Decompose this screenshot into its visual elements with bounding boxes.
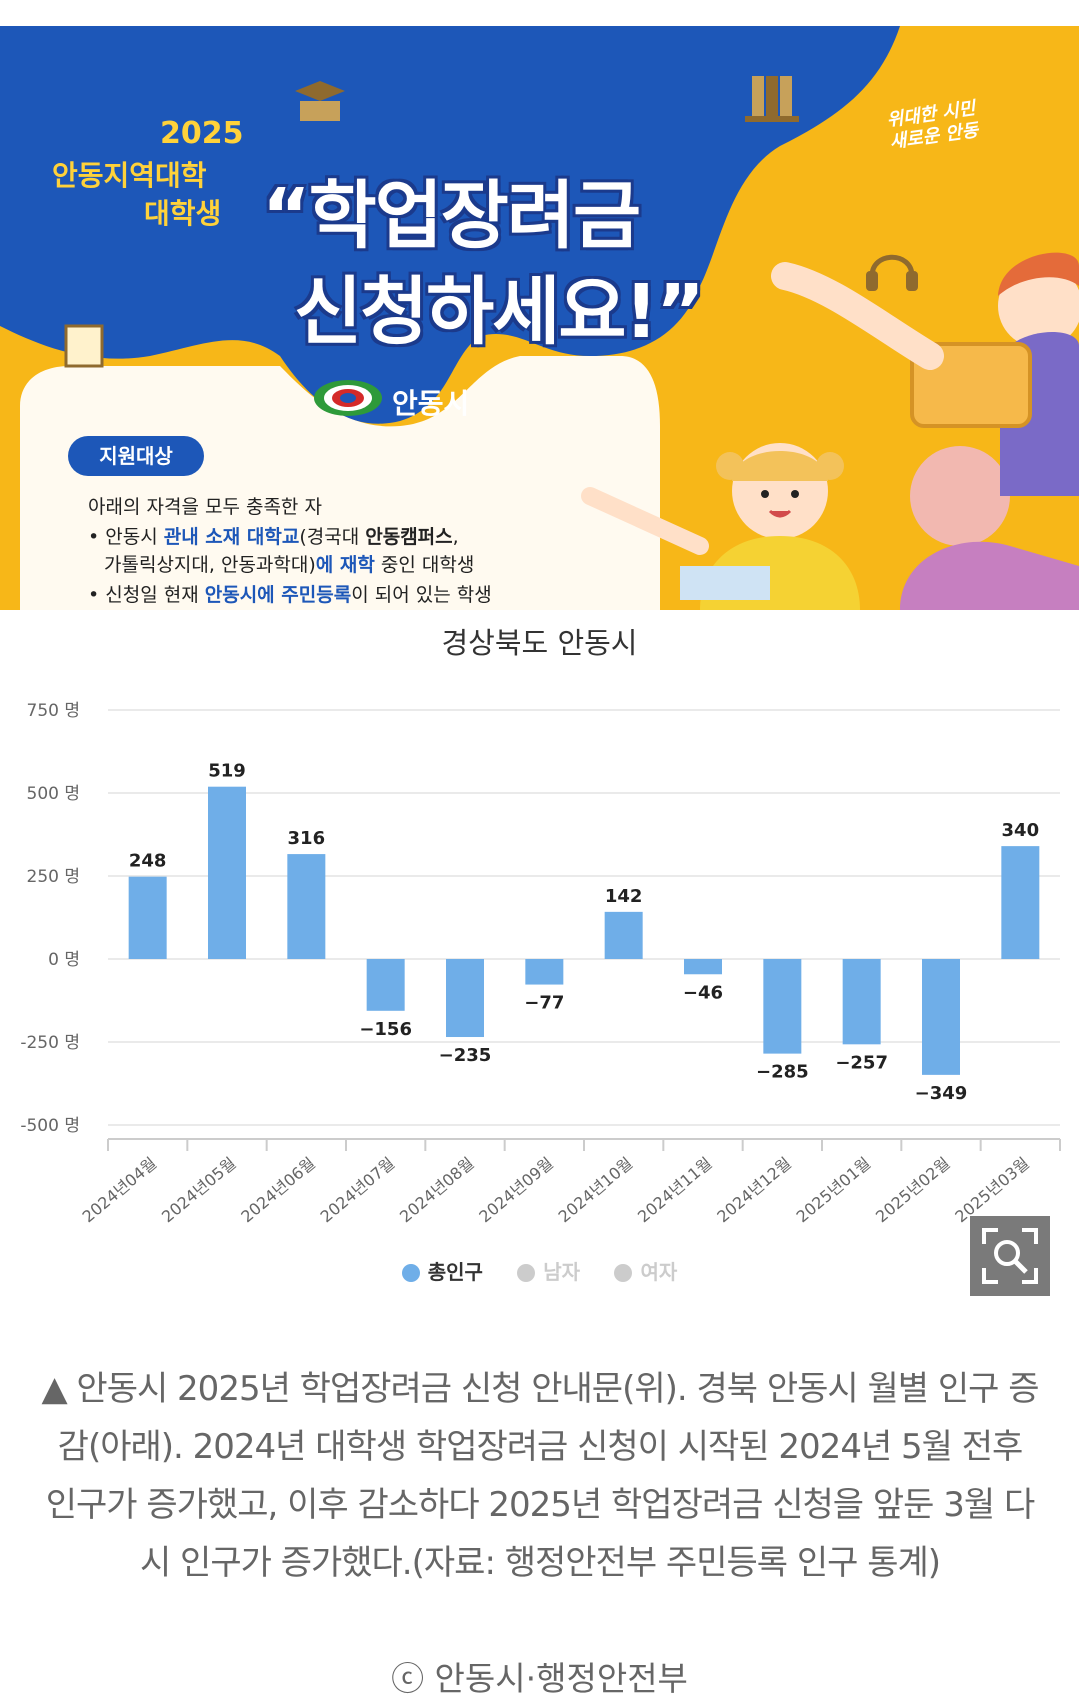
- bar: [763, 959, 802, 1054]
- info-bullet-1: • 안동시 관내 소재 대학교(경국대 안동캠퍼스,: [88, 526, 459, 548]
- bar: [604, 911, 643, 959]
- legend-label-total: 총인구: [427, 1260, 483, 1284]
- bar: [287, 854, 326, 959]
- y-tick-label: -250 명: [20, 1033, 80, 1053]
- data-label: −235: [439, 1045, 492, 1066]
- banner-subtitle-2: 대학생: [144, 197, 222, 230]
- chart-title: 경상북도 안동시: [441, 626, 638, 660]
- banner-headline-2: 신청하세요!”: [294, 269, 705, 355]
- data-label: −257: [835, 1052, 888, 1073]
- population-chart: 경상북도 안동시 750 명 500 명 250 명 0 명 -250 명 -500 명 2…: [0, 610, 1079, 1316]
- chart-plot: 750 명 500 명 250 명 0 명 -250 명 -500 명 248 2024년04…: [20, 701, 1061, 1227]
- poster-banner: 2025 안동지역대학 대학생 “학업장려금 신청하세요!” 위대한 시민 새로…: [0, 26, 1079, 610]
- x-tick-label: 2024년06월: [237, 1154, 319, 1227]
- info-intro: 아래의 자격을 모두 충족한 자: [88, 496, 322, 518]
- x-tick-label: 2024년05월: [158, 1154, 240, 1227]
- bar: [842, 959, 881, 1045]
- banner-background: [0, 26, 1079, 610]
- data-label: −46: [683, 982, 723, 1003]
- y-tick-label: -500 명: [20, 1116, 80, 1136]
- data-label: −77: [524, 993, 564, 1014]
- zoom-search-icon: [982, 1228, 1038, 1284]
- x-tick-label: 2024년12월: [713, 1154, 795, 1227]
- info-bullet-1-cont: 가톨릭상지대, 안동과학대)에 재학 중인 대학생: [104, 554, 475, 576]
- y-tick-label: 750 명: [27, 701, 81, 721]
- zoom-button[interactable]: [970, 1216, 1050, 1296]
- data-label: −156: [359, 1019, 412, 1040]
- legend-label-female: 여자: [640, 1260, 678, 1284]
- x-tick-label: 2024년08월: [396, 1154, 478, 1227]
- bar: [208, 786, 246, 959]
- bar: [366, 959, 405, 1011]
- y-tick-label: 0 명: [48, 950, 80, 970]
- x-tick-label: 2025년01월: [793, 1154, 875, 1227]
- x-tick-label: 2024년11월: [634, 1154, 716, 1227]
- banner-subtitle-1: 안동지역대학: [52, 159, 207, 192]
- andong-logo-icon: [314, 380, 382, 416]
- legend-item-total[interactable]: 총인구: [401, 1256, 483, 1285]
- city-name: 안동시: [392, 387, 470, 420]
- data-label: 519: [208, 761, 246, 782]
- bar: [922, 959, 960, 1075]
- data-label: 248: [129, 851, 167, 872]
- legend-dot-male: [517, 1264, 536, 1282]
- photo-caption: ▲ 안동시 2025년 학업장려금 신청 안내문(위). 경북 안동시 월별 인…: [41, 1369, 1039, 1583]
- data-label: −285: [756, 1062, 809, 1083]
- support-target-badge: 지원대상: [68, 436, 204, 476]
- legend-dot-female: [614, 1264, 633, 1282]
- legend-dot-total: [401, 1264, 420, 1282]
- bar: [128, 876, 167, 959]
- data-label: −349: [915, 1083, 968, 1104]
- x-tick-label: 2024년04월: [79, 1154, 161, 1227]
- notepad-icon: [64, 324, 104, 368]
- photo-credit: ⓒ 안동시·행정안전부: [391, 1659, 688, 1698]
- banner-year: 2025: [160, 116, 244, 151]
- legend-label-male: 남자: [543, 1260, 581, 1284]
- graduation-cap-icon: [295, 81, 345, 121]
- x-tick-label: 2024년10월: [555, 1154, 637, 1227]
- bar: [446, 959, 484, 1038]
- headphones-icon: [866, 254, 918, 291]
- student-illustration: [581, 252, 1079, 610]
- y-tick-label: 500 명: [27, 784, 81, 804]
- data-label: 340: [1002, 820, 1040, 841]
- bar: [525, 959, 564, 985]
- data-label: 142: [605, 886, 643, 907]
- banner-headline-1: “학업장려금: [262, 173, 641, 259]
- info-bullet-2: • 신청일 현재 안동시에 주민등록이 되어 있는 학생: [88, 584, 492, 606]
- x-tick-label: 2024년07월: [317, 1154, 399, 1227]
- y-tick-label: 250 명: [27, 867, 81, 887]
- legend-item-female[interactable]: 여자: [614, 1256, 677, 1285]
- x-tick-label: 2024년09월: [475, 1154, 557, 1227]
- bar: [684, 959, 722, 975]
- x-tick-label: 2025년02월: [872, 1154, 954, 1227]
- book-icon: [745, 76, 799, 122]
- legend-item-male[interactable]: 남자: [517, 1256, 580, 1285]
- data-label: 316: [288, 828, 326, 849]
- chart-legend: 총인구 남자 여자: [0, 1256, 1079, 1286]
- bar: [1001, 846, 1040, 959]
